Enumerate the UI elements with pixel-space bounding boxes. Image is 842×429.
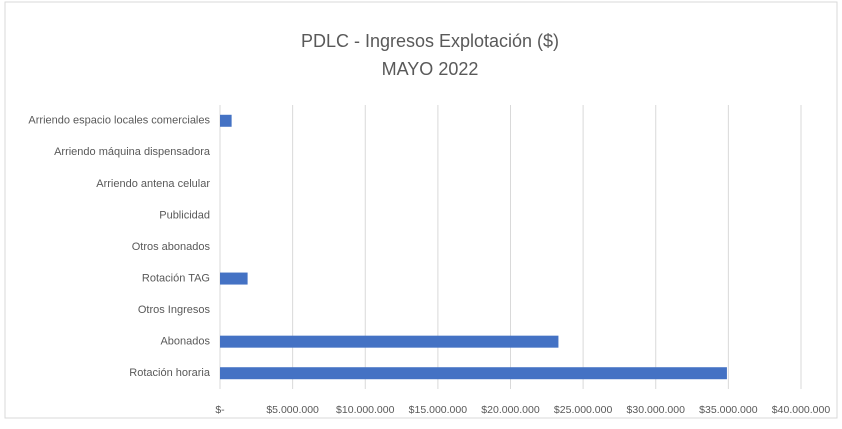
chart-border [4, 1, 838, 419]
x-tick-label: $25.000.000 [554, 404, 613, 416]
y-tick-label: Rotación TAG [142, 272, 210, 284]
y-tick-label: Arriendo espacio locales comerciales [28, 115, 210, 127]
bar [220, 114, 232, 127]
y-tick-label: Otros Ingresos [138, 304, 211, 316]
y-tick-label: Arriendo máquina dispensadora [54, 146, 211, 158]
x-tick-label: $15.000.000 [409, 404, 468, 416]
bar [220, 272, 248, 285]
bar [220, 335, 559, 348]
x-tick-label: $- [215, 404, 225, 416]
y-tick-label: Arriendo antena celular [96, 178, 210, 190]
x-tick-label: $20.000.000 [481, 404, 540, 416]
bar [220, 367, 727, 380]
x-tick-label: $30.000.000 [627, 404, 686, 416]
x-tick-label: $40.000.000 [772, 404, 831, 416]
chart-subtitle: MAYO 2022 [382, 59, 479, 79]
x-tick-label: $35.000.000 [699, 404, 758, 416]
x-tick-label: $10.000.000 [336, 404, 395, 416]
y-tick-label: Abonados [160, 336, 210, 348]
y-tick-label: Publicidad [159, 209, 210, 221]
y-tick-label: Otros abonados [132, 241, 211, 253]
chart-title: PDLC - Ingresos Explotación ($) [301, 31, 559, 51]
y-tick-label: Rotación horaria [129, 367, 211, 379]
x-tick-label: $5.000.000 [266, 404, 319, 416]
